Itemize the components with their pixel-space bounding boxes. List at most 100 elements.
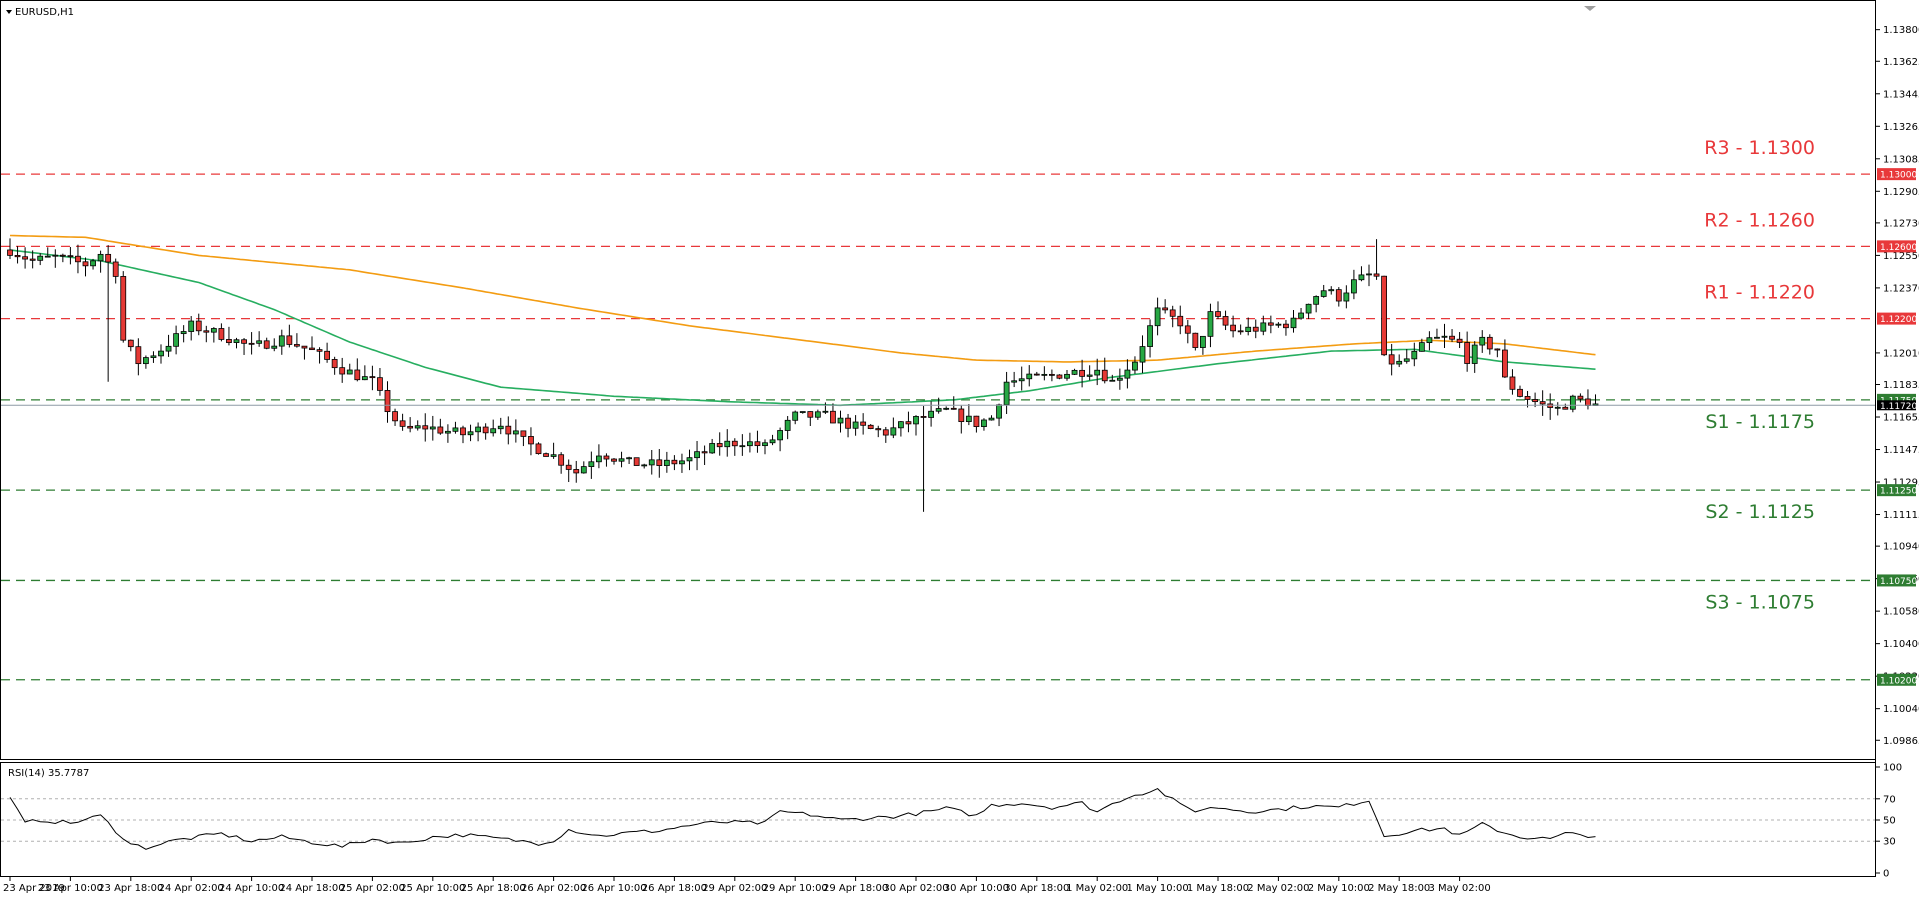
candle-bull	[709, 443, 716, 454]
candle-bear	[731, 440, 738, 447]
candle-bear	[558, 454, 565, 466]
candle-bear	[1079, 369, 1085, 377]
level-label-resistance: R1 - 1.1220	[1704, 282, 1815, 304]
candle-bull	[1124, 369, 1131, 379]
dropdown-triangle-icon[interactable]	[6, 10, 12, 14]
time-tick-label: 29 Apr 18:00	[823, 883, 888, 894]
price-tick-label: 1.13625	[1883, 57, 1919, 68]
candle-bear	[1335, 289, 1342, 302]
candle-bear	[1532, 399, 1538, 403]
candle-bear	[263, 340, 270, 349]
time-tick-label: 24 Apr 18:00	[279, 883, 344, 894]
candle-bull	[784, 419, 791, 431]
candle-bull	[996, 404, 1002, 419]
candle-bull	[641, 464, 648, 467]
candle-bull	[1358, 274, 1365, 281]
candle-bear	[535, 443, 542, 455]
candle-bear	[958, 408, 965, 423]
candle-bear	[437, 426, 444, 434]
candle-bull	[256, 340, 263, 344]
time-tick-label: 1 May 18:00	[1187, 883, 1249, 894]
candle-bear	[633, 457, 640, 466]
candle-bear	[1524, 396, 1531, 400]
candle-bull	[1109, 379, 1116, 382]
time-tick-label: 23 Apr 18:00	[98, 883, 163, 894]
current-price-tag-label: 1.11720	[1880, 402, 1917, 412]
rsi-tick-label: 50	[1883, 816, 1896, 827]
candle-bear	[1033, 373, 1040, 376]
candle-bull	[1569, 395, 1576, 410]
level-label-resistance: R2 - 1.1260	[1704, 209, 1815, 231]
price-tick-label: 1.12010	[1883, 348, 1919, 359]
candle-bull	[965, 415, 972, 423]
candle-bull	[97, 253, 104, 262]
candle-bull	[626, 457, 632, 460]
rsi-panel: 100 70 50 30 0	[1, 763, 1902, 880]
candle-bull	[429, 426, 436, 430]
price-tick-label: 1.11475	[1883, 445, 1919, 456]
price-axis: 1.13800 1.13625 1.13445 1.13265 1.13085 1.129…	[1876, 25, 1919, 747]
moving-averages	[9, 234, 1596, 407]
candle-bull	[1320, 290, 1327, 297]
candle-bull	[1018, 378, 1025, 382]
level-label-support: S3 - 1.1075	[1705, 591, 1815, 613]
time-tick-label: 30 Apr 10:00	[944, 883, 1009, 894]
candle-bear	[331, 359, 338, 369]
candle-bull	[618, 458, 625, 462]
candle-bear	[1056, 374, 1063, 379]
candle-bear	[973, 415, 980, 428]
candle-bear	[1177, 315, 1184, 327]
candle-bear	[241, 339, 247, 344]
candle-bull	[150, 355, 157, 358]
candle-bear	[309, 347, 315, 351]
candle-bull	[37, 255, 44, 261]
candle-bear	[195, 320, 202, 332]
candle-bull	[724, 440, 731, 448]
time-tick-label: 23 Apr 2019	[3, 883, 65, 894]
candlesticks	[7, 238, 1599, 512]
candle-bull	[762, 442, 768, 447]
candle-bull	[913, 416, 919, 425]
candle-bull	[1139, 346, 1146, 363]
candle-bull	[158, 350, 164, 357]
rsi-tick-label: 30	[1883, 837, 1896, 848]
candle-bull	[1147, 325, 1153, 347]
price-panel-frame	[0, 0, 1876, 760]
candle-bear	[1509, 376, 1516, 390]
candle-bear	[1049, 373, 1055, 376]
time-tick-label: 29 Apr 10:00	[763, 883, 828, 894]
candle-bull	[981, 419, 987, 428]
moving-average-line-1	[9, 234, 1596, 363]
rsi-tick-label: 100	[1883, 763, 1902, 774]
candle-bull	[1071, 369, 1078, 375]
price-tick-label: 1.11655	[1883, 413, 1919, 424]
candle-bull	[1275, 323, 1282, 326]
time-tick-label: 30 Apr 18:00	[1004, 883, 1069, 894]
time-tick-label: 25 Apr 02:00	[340, 883, 405, 894]
time-tick-label: 23 Apr 10:00	[38, 883, 103, 894]
candle-bull	[278, 335, 285, 347]
candle-bear	[905, 421, 912, 425]
candle-bull	[414, 425, 421, 429]
candle-bear	[845, 417, 851, 429]
candle-bull	[1479, 336, 1486, 346]
candle-bear	[543, 453, 549, 457]
time-tick-label: 2 May 18:00	[1368, 883, 1430, 894]
candle-bear	[875, 428, 882, 431]
moving-average-line-2	[9, 249, 1596, 407]
candle-bear	[339, 367, 346, 375]
candle-bear	[135, 346, 142, 365]
candle-bear	[882, 429, 889, 436]
level-label-support: S1 - 1.1175	[1705, 411, 1815, 433]
price-tick-label: 1.12550	[1883, 251, 1919, 262]
candle-bull	[1305, 303, 1312, 314]
candle-bear	[127, 339, 134, 348]
shift-marker-icon[interactable]	[1584, 6, 1596, 11]
candle-bear	[7, 249, 13, 256]
candle-bull	[188, 320, 195, 332]
candle-bear	[82, 261, 89, 267]
level-price-tag-label: 1.10200	[1880, 676, 1917, 686]
candle-bull	[271, 345, 278, 349]
candle-bear	[22, 256, 29, 260]
